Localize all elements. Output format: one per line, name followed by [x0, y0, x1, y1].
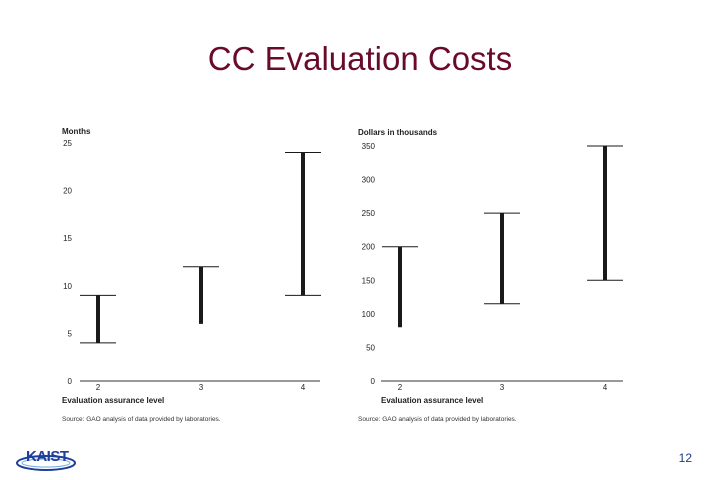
y-tick-label: 300: [362, 176, 376, 185]
y-tick-label: 50: [366, 343, 375, 352]
dollars-chart-source: Source: GAO analysis of data provided by…: [358, 416, 517, 423]
dollars-chart-ylabel: Dollars in thousands: [358, 128, 438, 137]
y-tick-label: 5: [68, 329, 73, 338]
page-number: 12: [678, 451, 692, 465]
y-tick-label: 25: [63, 139, 72, 148]
months-chart-source: Source: GAO analysis of data provided by…: [62, 416, 221, 423]
y-tick-label: 0: [371, 377, 376, 386]
y-tick-label: 150: [362, 276, 376, 285]
y-tick-label: 15: [63, 234, 72, 243]
y-tick-label: 200: [362, 243, 376, 252]
kaist-logo: KAIST: [16, 446, 76, 472]
y-tick-label: 250: [362, 209, 376, 218]
y-tick-label: 0: [68, 377, 73, 386]
months-chart-ylabel: Months: [62, 127, 91, 136]
months-chart-xlabel: Evaluation assurance level: [62, 396, 164, 405]
y-tick-label: 10: [63, 282, 72, 291]
months-chart-marks: 0 5 10 15 20 25 2 3 4: [63, 139, 321, 392]
y-tick-label: 350: [362, 142, 376, 151]
dollars-chart: Dollars in thousands Evaluation assuranc…: [358, 128, 623, 423]
months-chart: Months Evaluation assurance level Source…: [62, 127, 321, 423]
y-tick-label: 20: [63, 187, 72, 196]
x-tick-label: 4: [603, 383, 608, 392]
logo-swoosh-icon: [16, 455, 76, 471]
x-tick-label: 3: [199, 383, 204, 392]
dollars-chart-xlabel: Evaluation assurance level: [381, 396, 483, 405]
x-tick-label: 4: [301, 383, 306, 392]
x-tick-label: 2: [96, 383, 101, 392]
x-tick-label: 2: [398, 383, 403, 392]
x-tick-label: 3: [500, 383, 505, 392]
slide-title: CC Evaluation Costs: [207, 40, 513, 77]
y-tick-label: 100: [362, 310, 376, 319]
logo-text: KAIST: [26, 448, 69, 465]
dollars-chart-marks: 0 50 100 150 200 250 300 350 2 3 4: [362, 142, 623, 392]
